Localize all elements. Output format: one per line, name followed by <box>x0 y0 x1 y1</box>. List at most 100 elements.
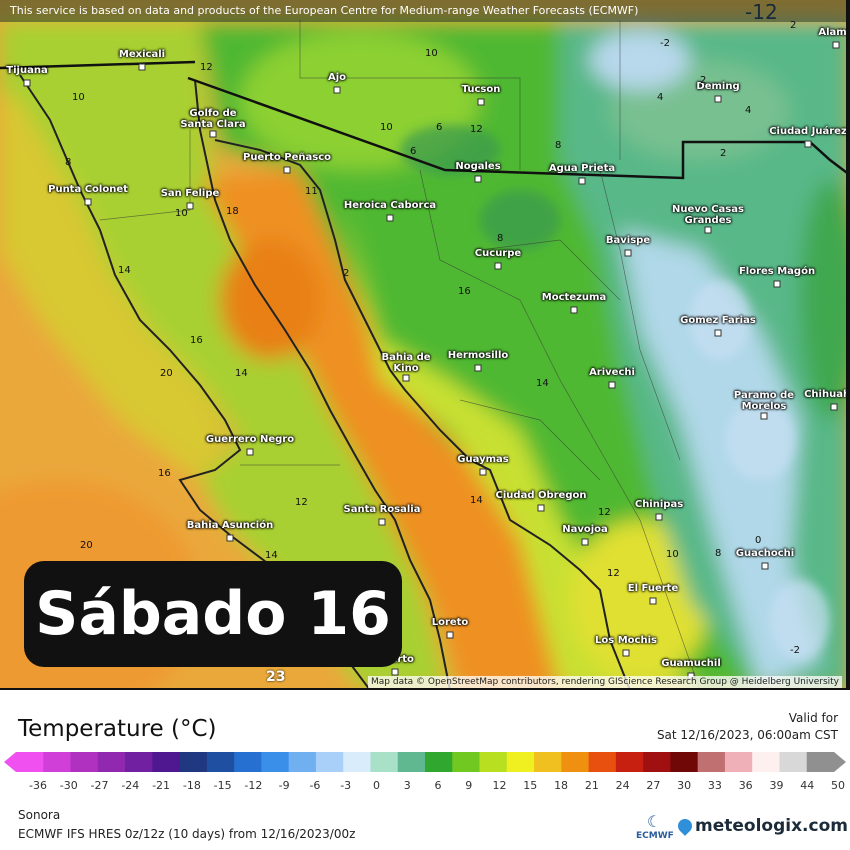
city-label: Puerto Peñasco <box>242 152 332 163</box>
scale-swatch <box>697 752 726 772</box>
city-label: Punta Colonet <box>48 184 128 195</box>
scale-swatch <box>615 752 644 772</box>
city-marker <box>830 403 838 411</box>
isoline-label: 4 <box>745 105 752 116</box>
city-marker <box>773 280 781 288</box>
day-label: Sábado 16 <box>24 561 402 667</box>
scale-tick-label: 33 <box>707 779 722 792</box>
city-marker <box>186 202 194 210</box>
isoline-label: 16 <box>158 468 171 479</box>
city-label: Bavispe <box>605 235 651 246</box>
weather-map[interactable]: This service is based on data and produc… <box>0 0 850 690</box>
city-label: Moctezuma <box>541 292 607 303</box>
scale-tick-label: -36 <box>29 779 47 792</box>
scale-swatch <box>206 752 235 772</box>
scale-tick-label: -27 <box>90 779 109 792</box>
city-marker <box>474 364 482 372</box>
scale-swatch <box>125 752 153 772</box>
isoline-label: 12 <box>470 124 483 135</box>
city-label: Tucson <box>461 84 501 95</box>
isoline-label: 8 <box>715 548 722 559</box>
city-label: Chihuahua <box>804 389 850 400</box>
meteologix-logo[interactable]: meteologix.com <box>675 816 848 836</box>
isoline-label: 0 <box>755 535 762 546</box>
city-label: Deming <box>696 81 740 92</box>
isoline-label: -12 <box>745 0 778 24</box>
scale-swatch <box>234 752 262 772</box>
city-marker <box>474 175 482 183</box>
legend-title: Temperature (°C) <box>18 716 217 742</box>
city-label: Bahia de Kino <box>381 352 431 374</box>
scale-tick-label: 30 <box>677 779 692 792</box>
scale-swatch <box>670 752 699 772</box>
city-label: Ciudad Juárez <box>769 126 847 137</box>
city-marker <box>624 249 632 257</box>
scale-swatch <box>588 752 617 772</box>
city-marker <box>760 412 768 420</box>
city-marker <box>479 468 487 476</box>
isoline-label: 12 <box>295 497 308 508</box>
isoline-label: 14 <box>235 368 248 379</box>
scale-tick-label: -24 <box>121 779 140 792</box>
city-label: Flores Magón <box>738 266 816 277</box>
valid-datetime: Sat 12/16/2023, 06:00am CST <box>656 728 838 742</box>
city-marker <box>23 79 31 87</box>
scale-swatch <box>452 752 481 772</box>
scale-tick-label: -18 <box>182 779 201 792</box>
scale-tick-label: -9 <box>278 779 290 792</box>
city-label: Hermosillo <box>447 350 509 361</box>
scale-tick-label: 24 <box>615 779 630 792</box>
city-marker <box>209 130 217 138</box>
city-marker <box>386 214 394 222</box>
scale-tick-label: 12 <box>492 779 507 792</box>
scale-tick-label: 9 <box>465 779 473 792</box>
valid-time: Valid for Sat 12/16/2023, 06:00am CST <box>657 710 838 744</box>
ecmwf-notice: This service is based on data and produc… <box>10 4 639 17</box>
scale-swatch <box>724 752 753 772</box>
valid-label: Valid for <box>788 711 838 725</box>
isoline-label: 12 <box>607 568 620 579</box>
city-label: Nuevo Casas Grandes <box>672 204 744 226</box>
isoline-label: 10 <box>175 208 188 219</box>
isoline-label: 6 <box>410 146 417 157</box>
scale-tick-label: -30 <box>59 779 78 792</box>
city-label: Cucurpe <box>474 248 522 259</box>
city-marker <box>537 504 545 512</box>
city-label: Guachochi <box>735 548 795 559</box>
city-marker <box>704 226 712 234</box>
ecmwf-logo[interactable]: ☾ ECMWF <box>636 812 674 841</box>
city-marker <box>446 631 454 639</box>
scale-swatch <box>752 752 780 772</box>
scale-tick-label: 39 <box>769 779 784 792</box>
city-label: Arivechi <box>589 367 635 378</box>
scale-tick-label: 15 <box>523 779 538 792</box>
isoline-label: 2 <box>720 148 727 159</box>
city-label: Golfo de Santa Clara <box>180 108 246 130</box>
isoline-label: 14 <box>470 495 483 506</box>
scale-tick-label: 36 <box>738 779 753 792</box>
city-label: Guamuchil <box>661 658 721 669</box>
city-marker <box>655 513 663 521</box>
city-marker <box>714 329 722 337</box>
city-label: Ciudad Obregon <box>495 490 587 501</box>
isoline-label: 18 <box>226 206 239 217</box>
ecmwf-logo-icon: ☾ <box>646 812 662 831</box>
isoline-label: 16 <box>458 286 471 297</box>
international-border <box>0 60 846 180</box>
temperature-field <box>0 0 846 688</box>
isoline-label: 14 <box>118 265 131 276</box>
city-marker <box>378 518 386 526</box>
city-marker <box>714 95 722 103</box>
city-marker <box>649 597 657 605</box>
scale-tick-label: 6 <box>434 779 442 792</box>
city-marker <box>84 198 92 206</box>
city-marker <box>402 374 410 382</box>
isoline-label: -2 <box>790 645 800 656</box>
isoline-label: 4 <box>657 92 664 103</box>
scale-tick-label: 3 <box>403 779 411 792</box>
city-label: Loreto <box>431 617 469 628</box>
scale-swatch <box>370 752 399 772</box>
scale-tick-label: -12 <box>244 779 263 792</box>
scale-swatch <box>343 752 371 772</box>
map-attribution[interactable]: Map data © OpenStreetMap contributors, r… <box>368 676 842 688</box>
